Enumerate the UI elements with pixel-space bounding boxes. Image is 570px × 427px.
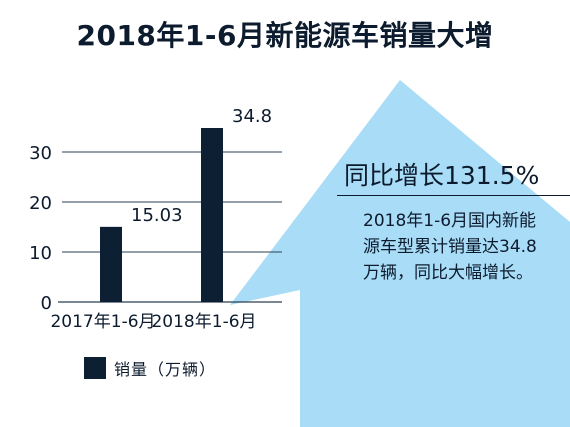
page-title: 2018年1-6月新能源车销量大增 [76, 19, 494, 52]
chart-legend: 销量（万辆） [84, 356, 216, 380]
y-tick-label: 30 [29, 143, 52, 164]
bar [201, 128, 223, 302]
data-label: 34.8 [232, 106, 272, 127]
y-tick-label: 20 [29, 193, 52, 214]
growth-description: 2018年1-6月国内新能源车型累计销量达34.8万辆，同比大幅增长。 [363, 211, 537, 283]
y-tick-label: 10 [29, 243, 52, 264]
headline-divider [337, 195, 570, 196]
bar [100, 226, 122, 302]
y-tick-label: 0 [41, 293, 52, 314]
x-tick-label: 2018年1-6月 [151, 312, 256, 332]
x-tick-label: 2017年1-6月 [50, 312, 155, 332]
background-arrow [230, 80, 570, 427]
legend-swatch [84, 357, 106, 379]
data-label: 15.03 [131, 205, 183, 226]
legend-label: 销量（万辆） [114, 360, 217, 379]
growth-headline: 同比增长131.5% [344, 161, 540, 190]
